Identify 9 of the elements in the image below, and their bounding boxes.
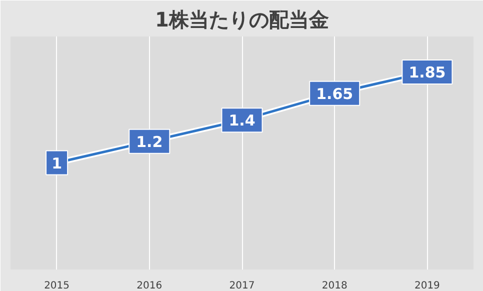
x-tick-label: 2017	[229, 280, 255, 291]
data-label: 1.85	[408, 64, 446, 82]
data-label: 1.65	[316, 84, 354, 103]
x-tick-label: 2015	[44, 280, 70, 291]
x-tick-label: 2019	[414, 280, 440, 291]
x-tick-label: 2016	[136, 280, 162, 291]
data-label: 1	[52, 154, 62, 172]
x-tick-label: 2018	[322, 280, 348, 291]
chart-title: 1株当たりの配当金	[155, 8, 329, 32]
